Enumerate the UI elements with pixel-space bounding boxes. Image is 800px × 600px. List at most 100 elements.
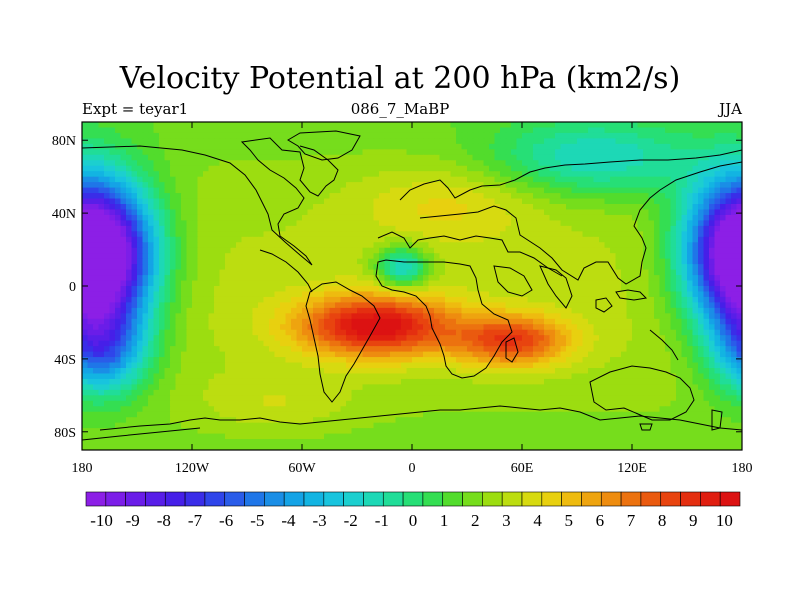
field-cell: [384, 220, 391, 227]
field-cell: [643, 280, 650, 287]
field-cell: [197, 286, 204, 293]
field-cell: [599, 149, 606, 156]
field-cell: [181, 138, 188, 145]
field-cell: [703, 220, 710, 227]
field-cell: [417, 176, 424, 183]
field-cell: [665, 220, 672, 227]
field-cell: [197, 154, 204, 161]
field-cell: [104, 318, 111, 325]
field-cell: [615, 296, 622, 303]
field-cell: [538, 209, 545, 216]
field-cell: [395, 225, 402, 232]
field-cell: [335, 127, 342, 134]
field-cell: [225, 187, 232, 194]
field-cell: [153, 132, 160, 139]
field-cell: [566, 269, 573, 276]
field-cell: [351, 324, 358, 331]
field-cell: [346, 296, 353, 303]
field-cell: [208, 340, 215, 347]
field-cell: [472, 165, 479, 172]
field-cell: [357, 307, 364, 314]
field-cell: [566, 231, 573, 238]
field-cell: [197, 296, 204, 303]
field-cell: [527, 296, 534, 303]
field-cell: [153, 171, 160, 178]
field-cell: [505, 275, 512, 282]
field-cell: [258, 340, 265, 347]
field-cell: [467, 171, 474, 178]
field-cell: [632, 209, 639, 216]
field-cell: [120, 214, 127, 221]
field-cell: [736, 324, 742, 331]
field-cell: [263, 307, 270, 314]
field-cell: [538, 231, 545, 238]
field-cell: [120, 160, 127, 167]
field-cell: [637, 143, 644, 150]
field-cell: [544, 193, 551, 200]
field-cell: [593, 154, 600, 161]
field-cell: [467, 198, 474, 205]
field-cell: [445, 220, 452, 227]
field-cell: [533, 280, 540, 287]
field-cell: [346, 291, 353, 298]
field-cell: [577, 187, 584, 194]
field-cell: [329, 171, 336, 178]
field-cell: [423, 247, 430, 254]
field-cell: [538, 324, 545, 331]
field-cell: [186, 269, 193, 276]
field-cell: [203, 307, 210, 314]
field-cell: [175, 198, 182, 205]
field-cell: [593, 318, 600, 325]
field-cell: [241, 313, 248, 320]
field-cell: [615, 324, 622, 331]
field-cell: [93, 220, 100, 227]
field-cell: [137, 149, 144, 156]
field-cell: [698, 253, 705, 260]
field-cell: [588, 149, 595, 156]
field-cell: [192, 231, 199, 238]
field-cell: [489, 329, 496, 336]
field-cell: [351, 329, 358, 336]
field-cell: [137, 182, 144, 189]
field-cell: [291, 182, 298, 189]
field-cell: [368, 318, 375, 325]
field-cell: [357, 269, 364, 276]
field-cell: [505, 258, 512, 265]
field-cell: [159, 132, 166, 139]
field-cell: [461, 122, 468, 129]
field-cell: [654, 264, 661, 271]
field-cell: [505, 307, 512, 314]
field-cell: [82, 313, 89, 320]
field-cell: [698, 296, 705, 303]
field-cell: [104, 264, 111, 271]
field-cell: [665, 171, 672, 178]
field-cell: [571, 307, 578, 314]
field-cell: [175, 127, 182, 134]
field-cell: [230, 198, 237, 205]
field-cell: [511, 242, 518, 249]
field-cell: [241, 286, 248, 293]
field-cell: [219, 307, 226, 314]
field-cell: [731, 176, 738, 183]
field-cell: [516, 335, 523, 342]
field-cell: [461, 154, 468, 161]
field-cell: [549, 209, 556, 216]
field-cell: [318, 165, 325, 172]
field-cell: [428, 318, 435, 325]
field-cell: [461, 236, 468, 243]
field-cell: [346, 318, 353, 325]
field-cell: [714, 324, 721, 331]
field-cell: [643, 182, 650, 189]
field-cell: [153, 329, 160, 336]
field-cell: [379, 193, 386, 200]
field-cell: [313, 307, 320, 314]
field-cell: [274, 204, 281, 211]
field-cell: [263, 318, 270, 325]
field-cell: [456, 302, 463, 309]
field-cell: [467, 236, 474, 243]
field-cell: [439, 286, 446, 293]
field-cell: [329, 236, 336, 243]
field-cell: [714, 296, 721, 303]
field-cell: [120, 340, 127, 347]
field-cell: [511, 231, 518, 238]
